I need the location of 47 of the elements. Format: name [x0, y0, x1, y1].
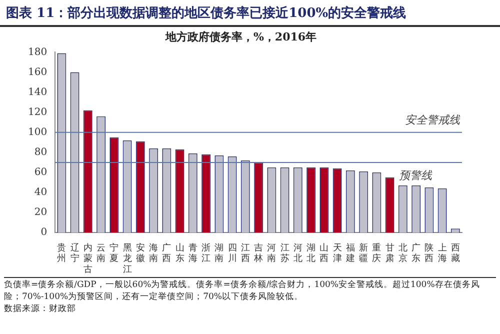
y-tick-label: 0	[40, 227, 48, 238]
x-tick-label: 黑龙江	[122, 242, 132, 274]
x-tick-label: 福建	[344, 242, 355, 264]
x-tick-label: 湖南	[214, 242, 224, 264]
x-tick-label: 吉林	[253, 242, 264, 264]
x-tick-label: 江苏	[280, 242, 290, 264]
y-tick-label: 140	[28, 86, 48, 98]
y-tick-label: 80	[34, 147, 48, 158]
x-tick-label: 湖北	[306, 242, 316, 264]
x-tick-label: 河北	[293, 242, 302, 264]
y-tick-label: 120	[28, 106, 48, 118]
x-tick-label: 江西	[240, 242, 250, 264]
x-tick-label: 宁夏	[110, 242, 119, 264]
x-tick-label: 陕西	[424, 242, 434, 264]
x-tick-label: 河南	[267, 242, 276, 264]
y-tick-label: 100	[28, 126, 48, 138]
x-tick-label: 北京	[398, 242, 408, 264]
chart-title: 图表 11：部分出现数据调整的地区债务率已接近100%的安全警戒线	[0, 0, 500, 27]
x-tick-label: 浙江	[202, 242, 211, 264]
x-tick-label: 山东	[175, 242, 184, 264]
chart-subtitle: 地方政府债务率，%，2016年	[164, 30, 317, 44]
x-tick-label: 重庆	[372, 242, 382, 264]
y-tick-label: 20	[34, 207, 48, 218]
x-tick-label: 广东	[412, 242, 421, 264]
y-tick-label: 160	[28, 66, 48, 78]
x-tick-label: 西藏	[450, 242, 460, 264]
source-note: 数据来源：财政部	[4, 303, 77, 315]
text: 负债率=债务余额/GDP，一般以60%为警戒线。债务率=债务余额/综合财力，100%安全警戒线。超过100%存在债务风险；70%-100%为预警区间，还有一定举债空间；70%以下债务风险较低。	[4, 279, 481, 303]
x-tick-label: 新疆	[359, 242, 368, 264]
x-tick-label: 四川	[228, 242, 237, 264]
ref-line-label: 预警线	[399, 168, 433, 182]
y-tick-label: 40	[34, 187, 48, 198]
ref-line-label: 安全警戒线	[405, 114, 461, 127]
x-tick-label: 安徽	[136, 242, 145, 264]
x-tick-label: 海南	[149, 242, 158, 264]
x-tick-label: 云南	[96, 242, 106, 264]
y-tick-label: 60	[34, 167, 48, 178]
x-tick-label: 天津	[332, 242, 342, 264]
x-tick-label: 内蒙古	[83, 242, 92, 274]
x-tick-label: 贵州	[57, 242, 66, 264]
x-tick-label: 甘肃	[385, 242, 394, 264]
x-tick-label: 广西	[162, 242, 172, 264]
x-tick-label: 上海	[438, 242, 447, 264]
x-tick-label: 青海	[188, 242, 198, 264]
x-tick-label: 山西	[320, 242, 329, 264]
x-tick-label: 辽宁	[70, 242, 80, 264]
y-tick-label: 180	[28, 46, 48, 58]
